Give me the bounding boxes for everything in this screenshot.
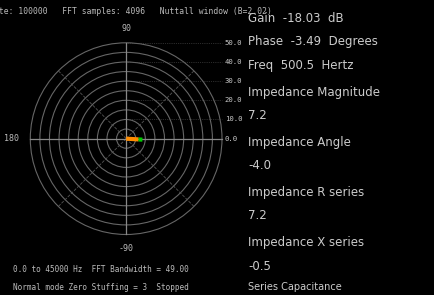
- Text: 90: 90: [121, 24, 131, 33]
- Text: Sample rate: 100000   FFT samples: 4096   Nuttall window (B=2.02): Sample rate: 100000 FFT samples: 4096 Nu…: [0, 7, 271, 17]
- Text: 20.0: 20.0: [224, 97, 242, 103]
- Text: 180: 180: [4, 134, 19, 143]
- Text: 10.0: 10.0: [224, 117, 242, 122]
- Text: Impedance Angle: Impedance Angle: [247, 136, 350, 149]
- Text: 30.0: 30.0: [224, 78, 242, 84]
- Text: -4.0: -4.0: [247, 159, 270, 172]
- Text: 0.0 to 45000 Hz  FFT Bandwidth = 49.00: 0.0 to 45000 Hz FFT Bandwidth = 49.00: [13, 266, 188, 275]
- Text: Freq  500.5  Hertz: Freq 500.5 Hertz: [247, 59, 353, 72]
- Text: Phase  -3.49  Degrees: Phase -3.49 Degrees: [247, 35, 377, 48]
- Text: Impedance X series: Impedance X series: [247, 236, 363, 249]
- Text: Gain  -18.03  dB: Gain -18.03 dB: [247, 12, 343, 25]
- Text: -0.5: -0.5: [247, 260, 270, 273]
- Text: 7.2: 7.2: [247, 209, 266, 222]
- Text: 7.2: 7.2: [247, 109, 266, 122]
- Text: Series Capacitance: Series Capacitance: [247, 282, 341, 292]
- Text: Impedance Magnitude: Impedance Magnitude: [247, 86, 379, 99]
- Text: Impedance R series: Impedance R series: [247, 186, 363, 199]
- Text: -90: -90: [118, 244, 133, 253]
- Text: 40.0: 40.0: [224, 59, 242, 65]
- Text: 0.0: 0.0: [224, 136, 237, 142]
- Text: Normal mode Zero Stuffing = 3  Stopped: Normal mode Zero Stuffing = 3 Stopped: [13, 283, 188, 292]
- Text: 50.0: 50.0: [224, 40, 242, 46]
